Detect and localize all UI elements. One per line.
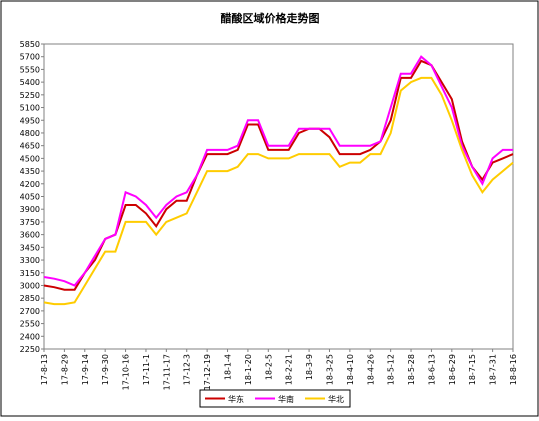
y-tick-label: 2850 <box>20 294 40 303</box>
y-tick-label: 5550 <box>20 65 40 74</box>
x-tick-label: 17-11-1 <box>142 354 151 385</box>
y-tick-label: 5400 <box>20 78 40 87</box>
legend-label: 华南 <box>278 394 294 404</box>
x-tick-label: 18-4-10 <box>346 354 355 385</box>
y-tick-label: 3900 <box>20 205 40 214</box>
x-tick-label: 17-12-19 <box>203 354 212 390</box>
y-tick-label: 4950 <box>20 116 40 125</box>
x-tick-label: 17-9-14 <box>81 354 90 385</box>
y-tick-label: 3750 <box>20 218 40 227</box>
x-tick-label: 18-2-21 <box>285 354 294 385</box>
y-tick-label: 4350 <box>20 167 40 176</box>
y-tick-label: 2700 <box>20 307 40 316</box>
x-tick-label: 17-9-30 <box>101 354 110 385</box>
x-tick-label: 18-7-15 <box>468 354 477 385</box>
legend-label: 华北 <box>328 394 344 404</box>
y-tick-label: 4200 <box>20 180 40 189</box>
x-tick-label: 17-8-13 <box>40 354 49 385</box>
series-line <box>43 55 513 287</box>
series-line <box>43 76 514 306</box>
x-tick-label: 18-3-25 <box>325 354 334 385</box>
y-tick-label: 3600 <box>20 231 40 240</box>
chart-title: 醋酸区域价格走势图 <box>221 11 320 25</box>
x-tick-label: 18-6-13 <box>427 354 436 385</box>
x-tick-label: 18-6-29 <box>448 354 457 385</box>
y-tick-label: 2250 <box>20 345 40 354</box>
y-tick-label: 4650 <box>20 142 40 151</box>
x-tick-label: 18-8-16 <box>509 354 518 385</box>
x-tick-label: 17-8-29 <box>60 354 69 385</box>
y-tick-label: 4050 <box>20 193 40 202</box>
x-tick-label: 18-1-20 <box>244 354 253 385</box>
x-tick-label: 18-2-5 <box>264 354 273 380</box>
y-tick-label: 5850 <box>20 40 40 49</box>
x-tick-label: 18-3-9 <box>305 354 314 380</box>
x-tick-label: 18-5-12 <box>387 354 396 385</box>
x-tick-label: 18-5-28 <box>407 354 416 385</box>
x-tick-label: 17-11-17 <box>162 354 171 390</box>
y-tick-label: 2400 <box>20 332 40 341</box>
legend-label: 华东 <box>228 394 244 404</box>
y-tick-label: 3000 <box>20 281 40 290</box>
x-tick-label: 18-7-31 <box>489 354 498 385</box>
y-tick-label: 2550 <box>20 320 40 329</box>
y-tick-label: 3300 <box>20 256 40 265</box>
y-tick-label: 3450 <box>20 243 40 252</box>
x-tick-label: 17-10-16 <box>122 354 131 390</box>
x-tick-label: 17-12-3 <box>183 354 192 385</box>
y-tick-label: 4800 <box>20 129 40 138</box>
y-tick-label: 5250 <box>20 91 40 100</box>
x-tick-label: 18-4-26 <box>366 354 375 385</box>
y-tick-label: 3150 <box>20 269 40 278</box>
x-tick-label: 18-1-4 <box>224 354 233 380</box>
y-tick-label: 4500 <box>20 154 40 163</box>
y-tick-label: 5700 <box>20 53 40 62</box>
y-tick-label: 5100 <box>20 104 40 113</box>
